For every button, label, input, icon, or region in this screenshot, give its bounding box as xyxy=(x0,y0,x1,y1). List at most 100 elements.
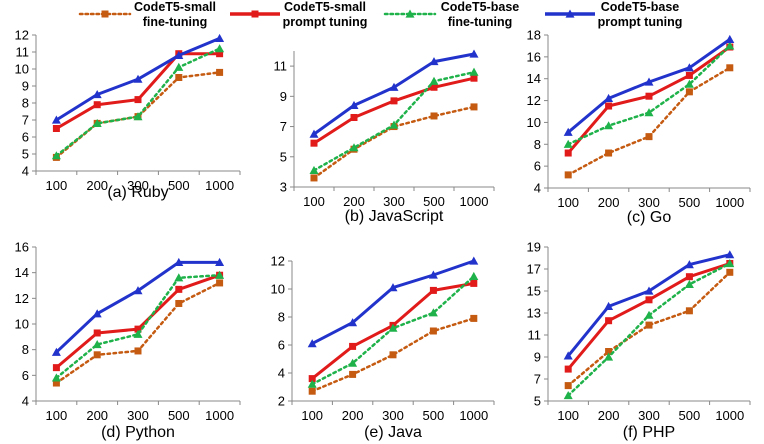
x-tick-label: 100 xyxy=(557,195,579,210)
data-point xyxy=(564,382,572,390)
data-point xyxy=(430,83,438,91)
data-point xyxy=(215,33,225,42)
data-point xyxy=(685,71,693,79)
data-point xyxy=(429,76,439,85)
y-tick-label: 4 xyxy=(534,181,541,196)
series-codet5-base-fine-tuning xyxy=(51,270,225,382)
data-point xyxy=(563,391,573,400)
data-point xyxy=(684,279,694,288)
data-point xyxy=(726,64,734,72)
data-point xyxy=(92,309,102,318)
data-point xyxy=(133,329,143,338)
data-point xyxy=(563,351,573,360)
y-tick-label: 6 xyxy=(534,159,541,174)
y-tick-label: 5 xyxy=(534,394,541,409)
data-point xyxy=(93,101,101,109)
y-tick-label: 2 xyxy=(278,394,285,409)
data-point xyxy=(604,121,614,130)
data-point xyxy=(133,112,143,121)
data-point xyxy=(52,379,60,387)
data-point xyxy=(309,165,319,174)
x-tick-label: 100 xyxy=(301,408,323,423)
data-point xyxy=(470,279,478,287)
x-tick-label: 500 xyxy=(679,195,701,210)
chart-caption: (e) Java xyxy=(364,424,422,441)
data-point xyxy=(174,50,184,59)
y-tick-label: 9 xyxy=(534,350,541,365)
legend-label: CodeT5-small fine-tuning xyxy=(134,0,216,29)
legend-entry-2: CodeT5-small prompt tuning xyxy=(230,0,367,29)
y-tick-label: 3 xyxy=(280,180,287,195)
data-point xyxy=(216,279,224,287)
data-point xyxy=(685,88,693,96)
y-tick-label: 8 xyxy=(22,342,29,357)
data-point xyxy=(52,364,60,372)
data-point xyxy=(644,77,654,86)
data-point xyxy=(726,268,734,276)
data-point xyxy=(470,314,478,322)
data-point xyxy=(563,139,573,148)
data-point xyxy=(684,63,694,72)
data-point xyxy=(684,79,694,88)
series-codet5-base-prompt-tuning xyxy=(563,250,735,360)
legend: CodeT5-small fine-tuning CodeT5-small promp… xyxy=(78,0,683,29)
legend-label: CodeT5-small prompt tuning xyxy=(283,0,368,29)
data-point xyxy=(134,325,142,333)
data-point xyxy=(348,358,358,367)
x-tick-label: 1000 xyxy=(205,178,234,193)
y-tick-label: 10 xyxy=(527,115,541,130)
data-point xyxy=(175,74,183,81)
series-codet5-base-prompt-tuning xyxy=(307,256,479,348)
data-point xyxy=(469,67,479,76)
data-point xyxy=(92,90,102,99)
data-point xyxy=(349,370,357,378)
y-tick-label: 6 xyxy=(22,368,29,383)
data-point xyxy=(310,174,318,182)
x-tick-label: 100 xyxy=(557,408,579,423)
data-point xyxy=(133,286,143,295)
data-point xyxy=(388,323,398,332)
data-point xyxy=(644,310,654,319)
x-tick-label: 200 xyxy=(598,408,620,423)
chart-panels: 4 5 6 7 8 9 10 11 12 100 200 300 500 1000 (a) Ruby 3 5 7 9… xyxy=(15,28,751,441)
legend-marker xyxy=(101,10,109,18)
data-point xyxy=(175,299,183,307)
data-point xyxy=(429,57,439,66)
series-codet5-base-prompt-tuning xyxy=(563,34,735,136)
data-point xyxy=(605,102,613,110)
data-point xyxy=(684,260,694,269)
data-point xyxy=(308,375,316,383)
series-codet5-small-fine-tuning xyxy=(308,314,478,395)
data-point xyxy=(51,373,61,382)
chart-e-java: 2 4 6 8 10 12 100 200 300 500 1000 (e) Java xyxy=(271,254,495,441)
series-codet5-small-fine-tuning xyxy=(564,268,734,390)
x-tick-label: 1000 xyxy=(715,195,744,210)
x-tick-label: 500 xyxy=(168,178,190,193)
data-point xyxy=(51,347,61,356)
chart-f-php: 5 7 9 11 13 15 17 19 100 200 300 500 1000 (f) PHP xyxy=(527,240,751,441)
y-tick-label: 14 xyxy=(15,265,29,280)
series-codet5-small-fine-tuning xyxy=(564,64,734,179)
data-point xyxy=(645,321,653,329)
data-point xyxy=(685,273,693,281)
data-point xyxy=(93,329,101,337)
legend-label-line: prompt tuning xyxy=(598,15,683,29)
x-tick-label: 200 xyxy=(86,408,108,423)
data-point xyxy=(215,44,225,53)
legend-marker xyxy=(565,9,575,18)
data-point xyxy=(307,379,317,388)
y-tick-label: 4 xyxy=(22,394,29,409)
y-tick-label: 14 xyxy=(527,71,541,86)
data-point xyxy=(605,149,613,157)
legend-label-line: prompt tuning xyxy=(283,15,368,29)
legend-entry-3: CodeT5-base fine-tuning xyxy=(383,0,519,29)
y-tick-label: 19 xyxy=(527,240,541,255)
chart-caption: (f) PHP xyxy=(623,424,675,441)
data-point xyxy=(216,50,224,58)
x-tick-label: 300 xyxy=(638,195,660,210)
y-tick-label: 8 xyxy=(278,310,285,325)
x-tick-label: 500 xyxy=(679,408,701,423)
series-line xyxy=(55,71,221,159)
data-point xyxy=(685,307,693,315)
data-point xyxy=(644,108,654,117)
